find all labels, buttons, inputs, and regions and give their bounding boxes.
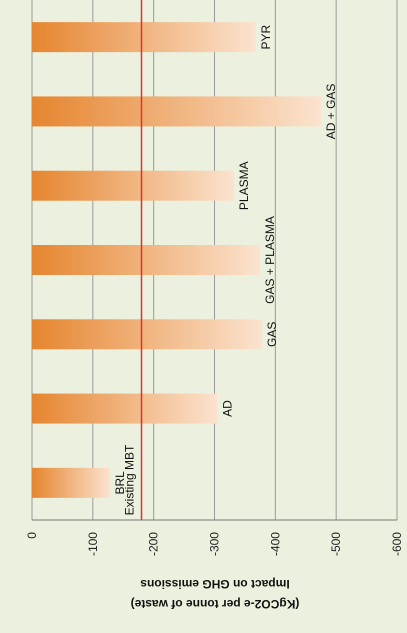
axis-title: Impact on GHG emissions: [140, 577, 290, 591]
tick-label: -500: [329, 532, 343, 556]
bar: [32, 319, 262, 350]
bar-label: AD: [221, 400, 235, 417]
bar-label: GAS: [265, 322, 279, 347]
bar-label: AD + GAS: [324, 84, 338, 140]
tick-label: -300: [208, 532, 222, 556]
reference-line-label: Existing MBT: [123, 444, 137, 515]
bar: [32, 170, 234, 201]
bar: [32, 22, 256, 53]
bar-label: BRL: [113, 471, 127, 495]
tick-label: -600: [390, 532, 404, 556]
tick-label: 0: [25, 532, 39, 539]
bar-label: PYR: [259, 24, 273, 49]
tick-label: -400: [268, 532, 282, 556]
tick-label: -100: [86, 532, 100, 556]
bar: [32, 467, 110, 498]
tick-label: -200: [147, 532, 161, 556]
bar: [32, 96, 321, 127]
axis-title: (KgCO2-e per tonne of waste): [131, 597, 300, 611]
bar: [32, 393, 218, 424]
bar-label: GAS + PLASMA: [263, 216, 277, 304]
bar-label: PLASMA: [237, 161, 251, 210]
bar: [32, 245, 261, 275]
